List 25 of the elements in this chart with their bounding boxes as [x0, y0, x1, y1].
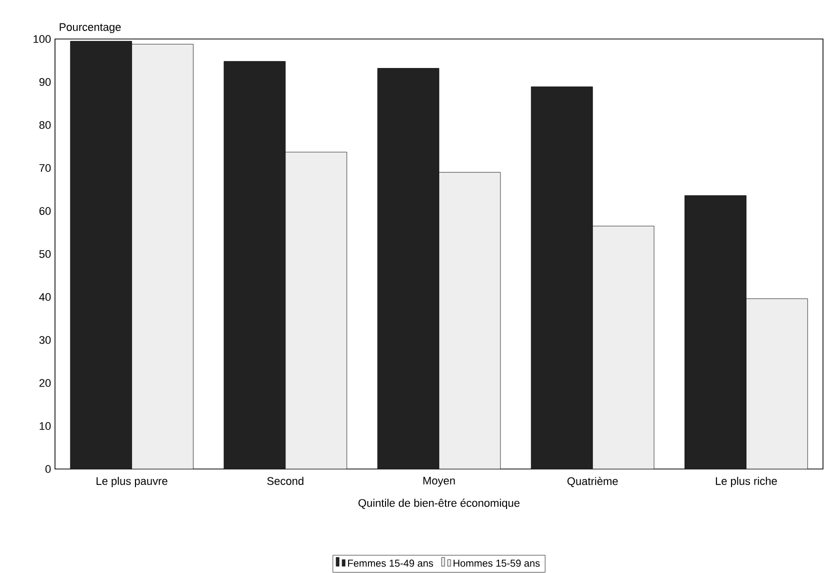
legend-label: Hommes 15-59 ans — [454, 560, 540, 567]
y-tick-label: 100 — [34, 35, 51, 43]
y-tick-label: 40 — [39, 293, 51, 301]
x-tick-label: Quatrième — [567, 476, 618, 488]
bar — [377, 68, 440, 469]
y-tick-label: 70 — [39, 164, 51, 172]
y-tick-label: 20 — [39, 379, 51, 387]
y-tick-label: 80 — [39, 121, 51, 129]
bar — [684, 195, 746, 469]
x-tick-label: Le plus pauvre — [96, 476, 168, 488]
legend-label: Femmes 15-49 ans — [348, 560, 434, 567]
bar — [70, 40, 132, 469]
bar — [224, 61, 286, 469]
y-tick-label: 10 — [40, 422, 51, 430]
y-tick-label: 30 — [39, 336, 51, 344]
x-tick-label: Second — [267, 476, 304, 485]
y-axis-title: Pourcentage — [60, 23, 121, 34]
y-tick-label: 50 — [39, 250, 51, 258]
y-tick-label: 60 — [39, 207, 51, 215]
bar — [530, 86, 593, 469]
y-tick-label: 0 — [45, 465, 51, 473]
x-tick-label: Le plus riche — [716, 476, 777, 488]
y-tick-label: 90 — [39, 78, 51, 86]
x-tick-label: Moyen — [423, 476, 455, 487]
x-axis-title: Quintile de bien-être économique — [358, 498, 520, 510]
